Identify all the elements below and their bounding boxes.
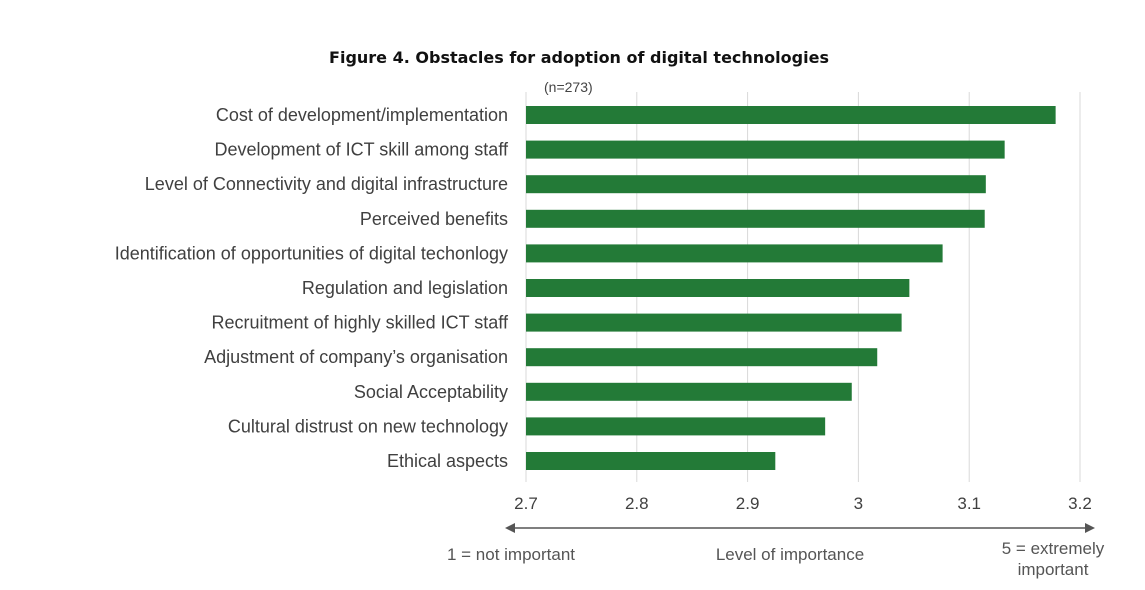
chart-subtitle: (n=273) — [544, 79, 593, 95]
bar — [526, 140, 1005, 159]
x-tick-label: 3.2 — [1068, 494, 1092, 513]
bar — [526, 348, 878, 367]
category-label: Level of Connectivity and digital infras… — [145, 174, 508, 194]
category-label: Identification of opportunities of digit… — [115, 243, 508, 263]
importance-arrow — [505, 523, 1095, 533]
category-label: Social Acceptability — [354, 382, 508, 402]
category-label: Cultural distrust on new technology — [228, 416, 508, 436]
bar — [526, 244, 943, 263]
arrow-right-head — [1085, 523, 1095, 533]
bar — [526, 209, 985, 228]
right-note-line2: important — [1018, 560, 1089, 579]
category-label: Adjustment of company’s organisation — [204, 347, 508, 367]
category-labels: Cost of development/implementation Develo… — [115, 105, 509, 471]
left-note: 1 = not important — [447, 545, 575, 564]
x-tick-label: 2.9 — [736, 494, 760, 513]
category-label: Recruitment of highly skilled ICT staff — [212, 313, 509, 333]
bar — [526, 417, 826, 436]
x-tick-label: 2.7 — [514, 494, 538, 513]
category-label: Cost of development/implementation — [216, 105, 508, 125]
bar — [526, 313, 902, 332]
bar — [526, 382, 852, 401]
bar — [526, 106, 1056, 124]
category-label: Perceived benefits — [360, 209, 508, 229]
x-axis-label: Level of importance — [716, 545, 864, 564]
x-tick-labels: 2.7 2.8 2.9 3 3.1 3.2 — [514, 494, 1092, 513]
category-label: Ethical aspects — [387, 451, 508, 471]
bar — [526, 452, 776, 470]
x-tick-label: 2.8 — [625, 494, 649, 513]
arrow-left-head — [505, 523, 515, 533]
bar — [526, 175, 986, 194]
bar — [526, 279, 910, 297]
right-note-line1: 5 = extremely — [1002, 539, 1105, 558]
chart-title: Figure 4. Obstacles for adoption of digi… — [329, 48, 829, 67]
category-label: Development of ICT skill among staff — [215, 140, 509, 160]
x-tick-label: 3 — [854, 494, 863, 513]
category-label: Regulation and legislation — [302, 278, 508, 298]
bars — [526, 106, 1056, 470]
x-tick-label: 3.1 — [957, 494, 981, 513]
